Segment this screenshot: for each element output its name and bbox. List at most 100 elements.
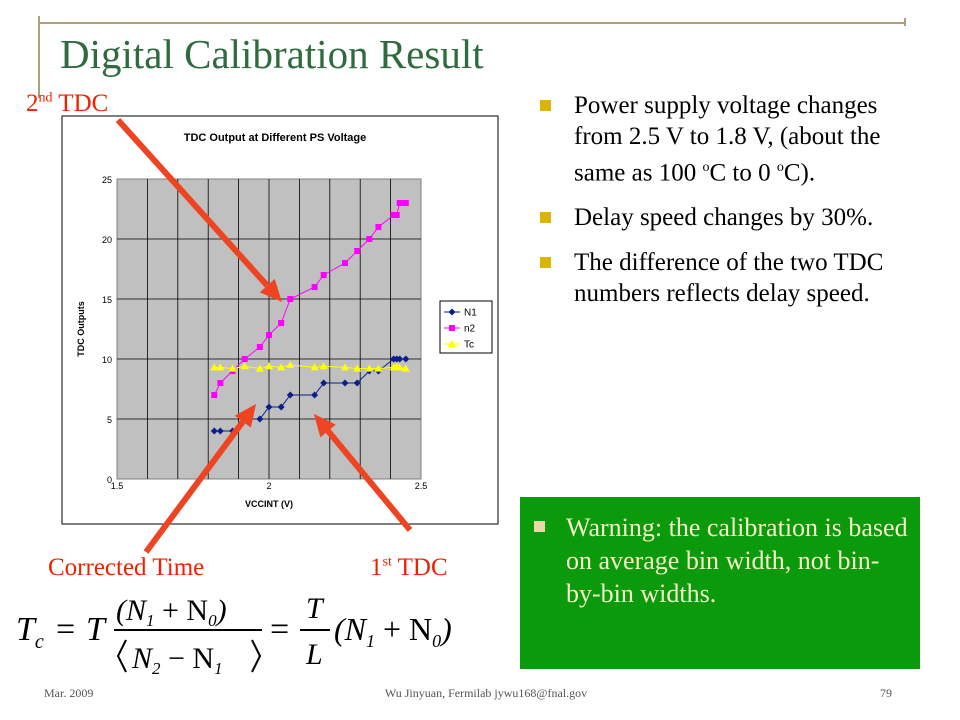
arrow-second-tdc-shaft <box>115 117 270 288</box>
formula-right-angle <box>251 639 262 673</box>
data-point-n2 <box>287 296 294 302</box>
legend-label-n2: n2 <box>464 324 476 335</box>
data-point-n2 <box>278 320 285 326</box>
data-point-n2 <box>393 212 400 218</box>
bullet-marker <box>540 212 551 224</box>
top-rule-end <box>904 18 906 26</box>
first-tdc-label: 1st TDC <box>370 554 448 581</box>
formula-t: T <box>86 611 107 648</box>
data-point-tc <box>353 364 362 372</box>
bullet-marker <box>540 257 551 269</box>
y-tick-label: 5 <box>107 415 112 425</box>
x-tick-label: 2 <box>266 481 271 491</box>
data-point-tc <box>286 361 295 368</box>
bullet-difference: The difference of the two TDC numbers re… <box>538 247 910 309</box>
data-point-tc <box>277 363 286 371</box>
calibration-formula: Tc = T (N1 + N0) N2 − N1 = T L (N1 + N0) <box>16 592 452 678</box>
data-point-tc <box>319 362 328 370</box>
y-tick-label: 20 <box>102 235 112 245</box>
formula-numerator: (N1 + N0) <box>116 594 227 630</box>
y-tick-label: 25 <box>102 175 112 185</box>
data-point-n1 <box>320 379 328 387</box>
arrow-first-tdc-head <box>314 414 336 438</box>
legend-marker-n1 <box>448 308 456 316</box>
data-point-n1 <box>216 427 224 435</box>
formula-tc: Tc <box>16 611 44 653</box>
data-point-n2 <box>396 200 403 206</box>
data-point-n1 <box>286 391 294 399</box>
data-point-tc <box>310 363 319 371</box>
chart-title: TDC Output at Different PS Voltage <box>184 132 367 144</box>
data-point-tc <box>265 362 273 370</box>
second-tdc-label: 2nd TDC <box>26 90 109 117</box>
data-point-n1 <box>256 415 264 423</box>
formula-left-angle <box>116 639 127 673</box>
x-tick-label: 1.5 <box>111 481 124 491</box>
data-point-tc <box>255 364 264 372</box>
corrected-time-label: Corrected Time <box>48 554 205 581</box>
formula-frac-l: L <box>305 638 323 671</box>
data-point-tc <box>374 364 383 372</box>
data-point-n2 <box>342 260 348 266</box>
data-point-n2 <box>241 356 248 362</box>
y-tick-label: 10 <box>102 355 112 365</box>
data-point-n2 <box>266 332 272 338</box>
footer-author: Wu Jinyuan, Fermilab jywu168@fnal.gov <box>384 686 588 700</box>
data-point-tc <box>401 364 410 372</box>
x-axis-label: VCCINT (V) <box>245 499 293 509</box>
bullet-marker <box>540 100 551 111</box>
formula-equals: = <box>56 611 75 648</box>
arrow-corrected-time-shaft <box>143 419 246 554</box>
data-point-n2 <box>256 344 263 350</box>
bullet-list: Power supply voltage changes from 2.5 V … <box>538 90 910 323</box>
data-point-tc <box>341 363 349 371</box>
data-point-tc <box>210 363 219 371</box>
data-point-n1 <box>341 379 349 387</box>
data-point-n1 <box>210 427 218 435</box>
data-point-tc <box>395 363 404 371</box>
warning-box: Warning: the calibration is based on ave… <box>520 497 920 669</box>
data-point-n2 <box>354 248 361 254</box>
legend-marker-tc <box>448 340 456 347</box>
left-rule <box>38 16 40 98</box>
arrow-first-tdc-shaft <box>325 429 413 532</box>
formula-denominator: N2 − N1 <box>131 642 223 678</box>
y-tick-label: 15 <box>102 295 112 305</box>
data-point-n2 <box>320 272 327 278</box>
legend-label-tc: Tc <box>464 340 474 351</box>
data-point-n2 <box>366 236 373 242</box>
formula-equals-2: = <box>270 611 289 648</box>
data-point-tc <box>365 364 374 372</box>
data-point-n1 <box>353 379 361 387</box>
data-point-n2 <box>390 212 397 218</box>
bullet-delay-speed: Delay speed changes by 30%. <box>538 202 910 233</box>
data-point-n1 <box>311 391 319 399</box>
data-point-n2 <box>402 200 409 206</box>
footer-date: Mar. 2009 <box>44 686 94 700</box>
arrow-second-tdc-head <box>259 278 282 302</box>
slide-title: Digital Calibration Result <box>60 31 484 77</box>
data-point-n2 <box>375 224 382 230</box>
arrow-corrected-time-head <box>234 404 256 428</box>
data-point-tc <box>216 363 225 371</box>
data-point-n2 <box>211 392 218 398</box>
bullet-marker <box>534 521 545 532</box>
data-point-n1 <box>396 355 404 363</box>
data-point-tc <box>228 364 237 372</box>
data-point-n2 <box>311 284 318 290</box>
bullet-power-supply: Power supply voltage changes from 2.5 V … <box>538 90 910 188</box>
data-point-n2 <box>217 380 224 386</box>
data-point-n1 <box>277 403 285 411</box>
top-rule <box>38 22 906 24</box>
footer-page-number: 79 <box>880 686 892 700</box>
legend-marker-n2 <box>449 325 455 331</box>
data-point-n1 <box>265 403 273 411</box>
data-point-tc <box>240 362 249 370</box>
y-tick-label: 0 <box>107 475 112 485</box>
data-point-n1 <box>402 355 410 363</box>
x-tick-label: 2.5 <box>415 481 428 491</box>
y-axis-label: TDC Outputs <box>76 301 86 357</box>
warning-bullet: Warning: the calibration is based on ave… <box>532 511 908 610</box>
legend-label-n1: N1 <box>464 308 477 319</box>
